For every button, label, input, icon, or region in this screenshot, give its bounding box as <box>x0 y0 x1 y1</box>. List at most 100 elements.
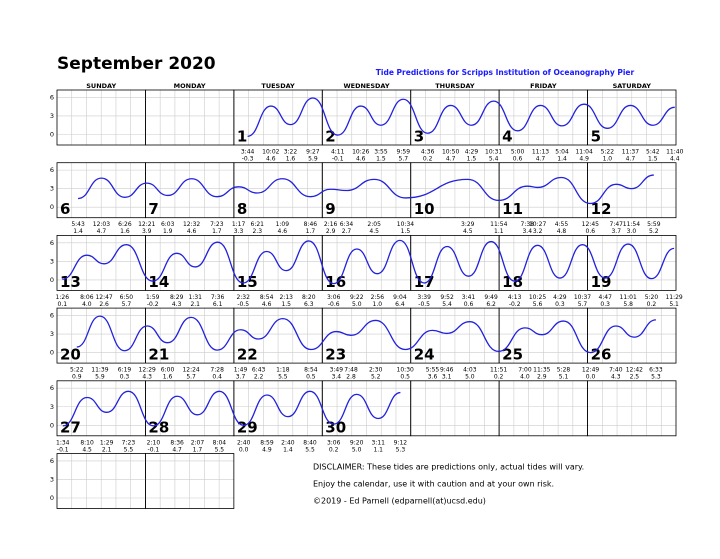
tide-height: 0.2 <box>494 374 504 381</box>
y-tick-label: 3 <box>50 257 54 265</box>
tide-time: 1:09 <box>276 221 290 228</box>
tide-height: 0.0 <box>586 374 596 381</box>
tide-height: 1.4 <box>557 156 567 163</box>
tide-height: -0.5 <box>418 301 430 308</box>
tide-height: 5.0 <box>352 301 362 308</box>
tide-time: 6:34 <box>340 221 354 228</box>
tide-height: 5.6 <box>533 301 543 308</box>
tide-height: 1.5 <box>281 301 291 308</box>
tide-time: 10:50 <box>442 149 459 156</box>
tide-height: 2.5 <box>630 374 640 381</box>
tide-time: 7:40 <box>609 367 623 374</box>
weekday-label: MONDAY <box>174 82 206 90</box>
tide-height: 4.3 <box>172 301 182 308</box>
tide-curve <box>77 174 654 205</box>
weekday-label: FRIDAY <box>530 82 557 90</box>
day-number: 13 <box>60 273 81 291</box>
tide-height: 2.1 <box>190 301 200 308</box>
tide-time: 11:04 <box>575 149 592 156</box>
tide-time: 5:22 <box>601 149 615 156</box>
tide-height: 1.1 <box>494 228 504 235</box>
tide-time: 2:40 <box>237 439 251 446</box>
day-number: 25 <box>502 346 523 364</box>
tide-time: 7:28 <box>210 367 224 374</box>
tide-height: 5.0 <box>352 446 362 453</box>
tide-time: 7:23 <box>122 439 136 446</box>
tide-height: -0.2 <box>147 301 159 308</box>
tide-height: 0.3 <box>120 374 130 381</box>
tide-height: 0.3 <box>600 301 610 308</box>
tide-time: 10:30 <box>397 367 414 374</box>
tide-time: 4:11 <box>331 149 345 156</box>
tide-time: 3:11 <box>371 439 385 446</box>
tide-time: 12:29 <box>139 367 156 374</box>
tide-height: 4.5 <box>369 228 379 235</box>
tide-height: 1.4 <box>73 228 83 235</box>
tide-time: 7:47 <box>610 221 624 228</box>
tide-height: 5.9 <box>95 374 105 381</box>
tide-height: 0.5 <box>306 374 316 381</box>
day-number: 6 <box>60 200 70 218</box>
tide-height: -0.6 <box>328 301 340 308</box>
tide-height: 1.5 <box>648 156 658 163</box>
tide-height: 4.6 <box>262 301 272 308</box>
day-number: 28 <box>148 418 169 436</box>
tide-time: 9:46 <box>440 367 454 374</box>
tide-height: 5.4 <box>489 156 499 163</box>
tide-time: 12:32 <box>183 221 200 228</box>
tide-time: 6:43 <box>252 367 266 374</box>
tide-time: 1:29 <box>100 439 114 446</box>
day-number: 29 <box>237 418 258 436</box>
day-number: 8 <box>237 200 247 218</box>
tide-height: 0.3 <box>555 301 565 308</box>
tide-time: 11:54 <box>623 221 640 228</box>
tide-height: 3.9 <box>142 228 152 235</box>
tide-time: 3:29 <box>461 221 475 228</box>
tide-time: 7:00 <box>518 367 532 374</box>
tide-time: 5:43 <box>71 221 85 228</box>
tide-height: 4.6 <box>187 228 197 235</box>
tide-time: 9:04 <box>393 294 407 301</box>
tide-time: 2:40 <box>281 439 295 446</box>
day-number: 24 <box>414 346 435 364</box>
y-tick-label: 6 <box>50 457 54 465</box>
y-tick-label: 6 <box>50 239 54 247</box>
tide-height: 1.7 <box>306 228 316 235</box>
tide-height: 4.3 <box>611 374 621 381</box>
tide-time: 5:28 <box>557 367 571 374</box>
disclaimer-line: Enjoy the calendar, use it with caution … <box>313 480 554 489</box>
tide-height: 5.7 <box>122 301 132 308</box>
tide-time: 2:10 <box>147 439 161 446</box>
tide-time: 3:39 <box>417 294 431 301</box>
weekday-label: TUESDAY <box>261 82 295 90</box>
tide-time: 7:36 <box>211 294 225 301</box>
tide-height: 5.9 <box>308 156 318 163</box>
tide-height: 5.1 <box>559 374 569 381</box>
tide-time: 11:39 <box>91 367 108 374</box>
day-number: 1 <box>237 128 247 146</box>
tide-height: 1.0 <box>373 301 383 308</box>
day-number: 16 <box>325 273 346 291</box>
tide-time: 2:56 <box>371 294 385 301</box>
tide-time: 6:26 <box>118 221 132 228</box>
tide-height: 3.4 <box>332 374 342 381</box>
tide-height: 5.1 <box>669 301 679 308</box>
tide-time: 4:55 <box>555 221 569 228</box>
weekday-label: SUNDAY <box>86 82 116 90</box>
tide-height: 1.0 <box>603 156 613 163</box>
tide-time: 6:33 <box>649 367 663 374</box>
tide-time: 10:02 <box>262 149 279 156</box>
tide-height: 4.7 <box>446 156 456 163</box>
day-number: 20 <box>60 346 81 364</box>
tide-time: 12:42 <box>626 367 643 374</box>
tide-height: 1.1 <box>373 446 383 453</box>
tide-height: 0.2 <box>647 301 657 308</box>
tide-time: 8:46 <box>304 221 318 228</box>
tide-time: 4:29 <box>465 149 479 156</box>
tide-height: 1.6 <box>286 156 296 163</box>
tide-time: 6:19 <box>118 367 132 374</box>
tide-time: 11:40 <box>666 149 683 156</box>
tide-time: 9:52 <box>440 294 454 301</box>
tide-height: 0.9 <box>72 374 82 381</box>
